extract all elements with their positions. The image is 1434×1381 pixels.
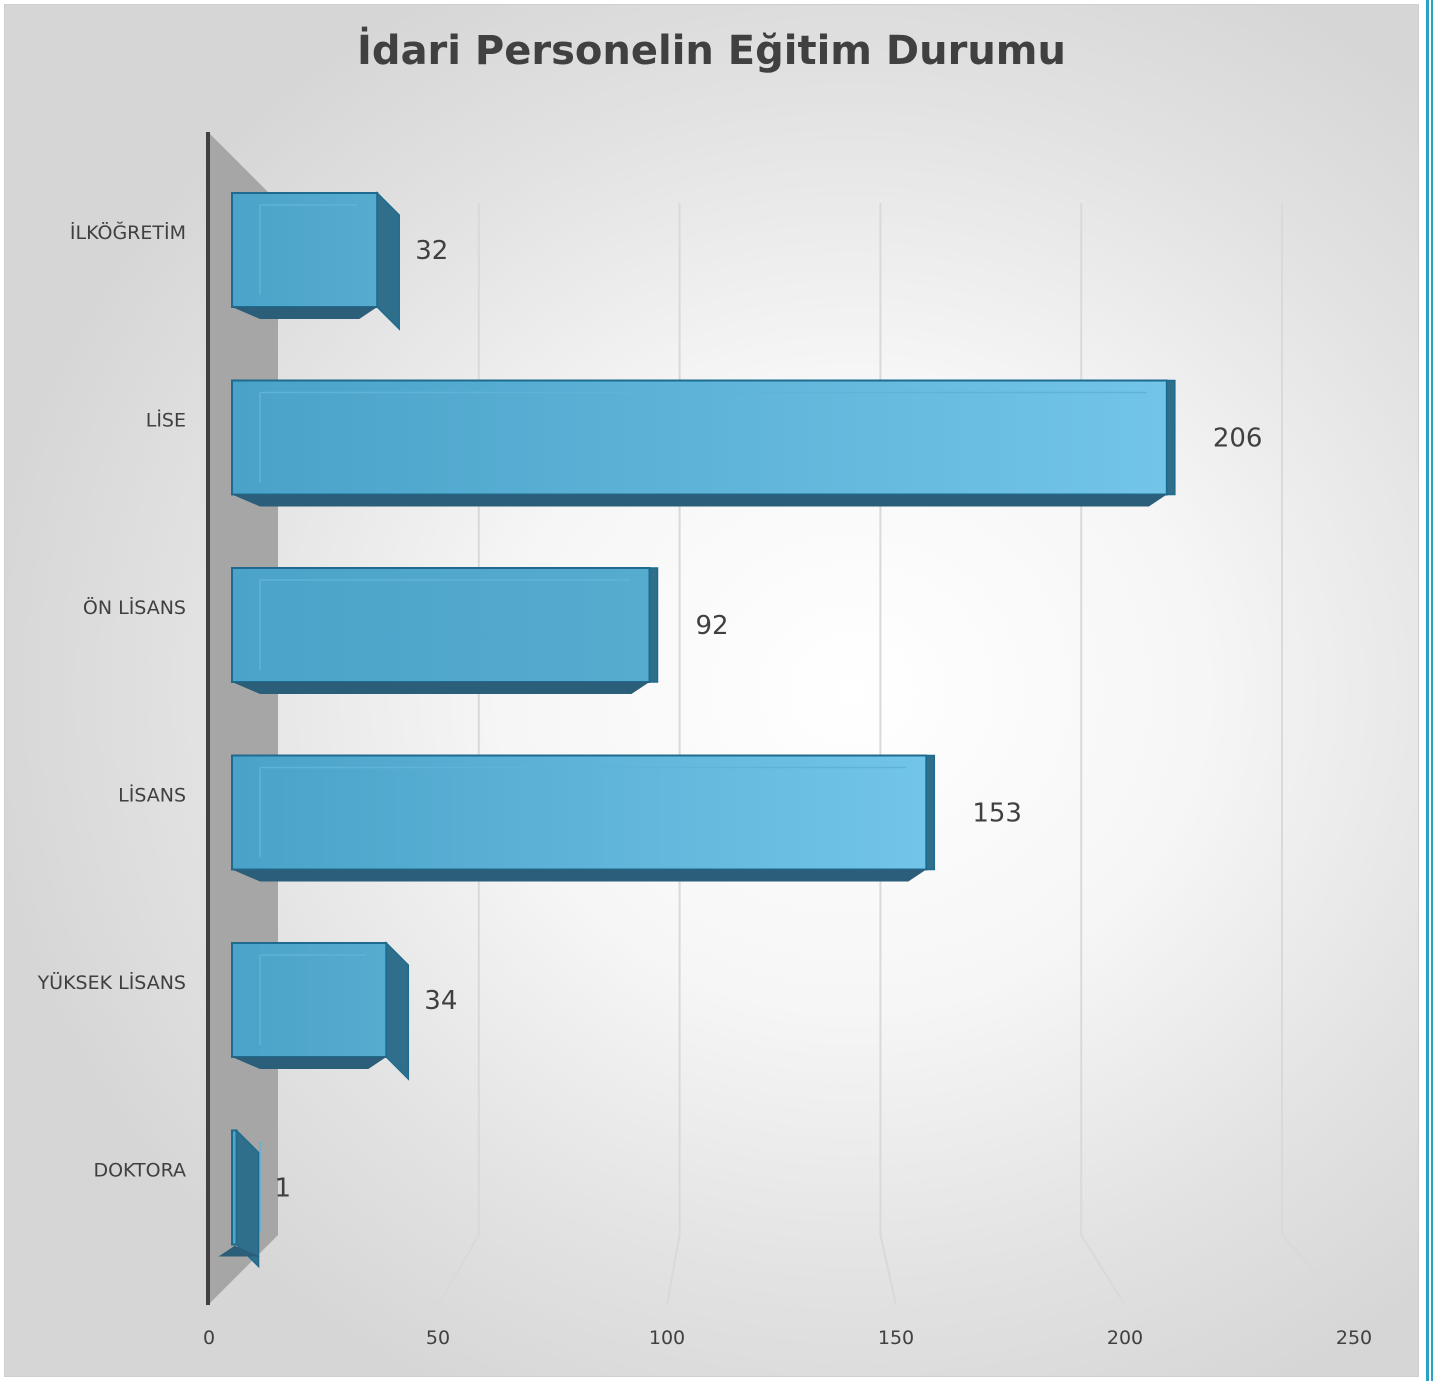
bar-side-face (385, 941, 410, 1081)
bar-bottom-face (232, 307, 378, 319)
data-label-5: 1 (275, 1174, 292, 1204)
data-label-2: 92 (695, 611, 728, 641)
category-label-5: DOKTORA (93, 1160, 186, 1182)
gridline-foot-50 (437, 1234, 480, 1306)
x-tick-label-200: 200 (1107, 1327, 1143, 1349)
bar-side-face (925, 754, 936, 871)
x-tick-label-100: 100 (649, 1327, 685, 1349)
bar-bottom-face (218, 1244, 260, 1257)
x-tick-label-0: 0 (203, 1327, 215, 1349)
x-tick-label-150: 150 (878, 1327, 914, 1349)
gridline-foot-100 (666, 1234, 681, 1306)
bar-4 (231, 941, 410, 1081)
labels: 0 50 100 150 200 250 İLKÖĞRETİM 32 LİSE 206 ÖN LİS… (37, 220, 1373, 1349)
x-tick-label-50: 50 (426, 1327, 450, 1349)
bar-bottom-face (232, 494, 1167, 507)
gridline-foot-200 (1080, 1234, 1126, 1306)
gridlines (437, 203, 1345, 1306)
bar-front-face (231, 567, 651, 683)
bar-1 (231, 379, 1176, 507)
bar-front-face (231, 754, 928, 871)
bar-side-face (1166, 379, 1176, 496)
gridline-foot-250 (1281, 1234, 1345, 1306)
data-label-3: 153 (972, 799, 1022, 829)
category-label-3: LİSANS (118, 784, 186, 807)
bar-bottom-face (232, 1057, 387, 1069)
bar-front-face (231, 379, 1168, 496)
data-label-1: 206 (1213, 424, 1263, 454)
data-label-0: 32 (415, 236, 448, 266)
x-tick-label-250: 250 (1336, 1327, 1372, 1349)
data-label-4: 34 (424, 986, 457, 1016)
bar-side-face (376, 191, 400, 331)
bar-bottom-face (232, 869, 927, 882)
category-label-0: İLKÖĞRETİM (70, 220, 186, 244)
bar-0 (231, 191, 400, 331)
chart-title: İdari Personelin Eğitim Durumu (357, 28, 1066, 74)
bars (218, 191, 1176, 1269)
category-label-1: LİSE (146, 409, 186, 432)
category-label-4: YÜKSEK LİSANS (37, 971, 186, 994)
gridline-foot-150 (879, 1234, 897, 1306)
bar-bottom-face (232, 682, 650, 694)
side-accent-border (1424, 0, 1434, 1381)
bar-side-face (235, 1128, 260, 1269)
category-label-2: ÖN LİSANS (83, 596, 186, 619)
bar-2 (231, 567, 659, 694)
bar-side-face (648, 567, 659, 683)
bar-front-face (231, 942, 388, 1058)
bar-3 (231, 754, 936, 882)
bar-front-face (231, 192, 379, 308)
bar-5 (218, 1128, 262, 1269)
